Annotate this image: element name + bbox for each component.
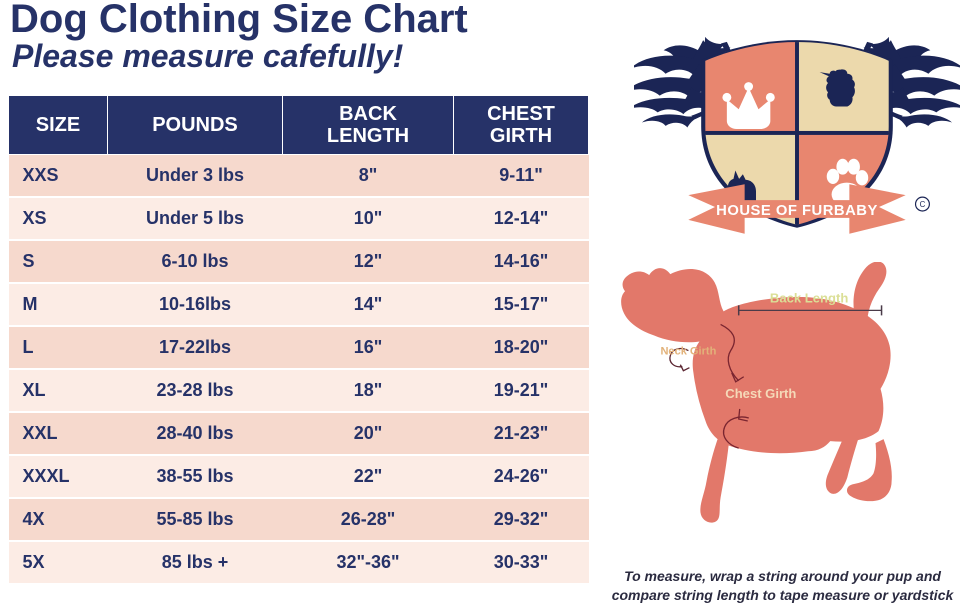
svg-text:Back Length: Back Length: [770, 290, 848, 305]
svg-text:C: C: [920, 200, 926, 209]
svg-text:Neck Girth: Neck Girth: [660, 346, 716, 358]
svg-text:HOUSE OF FURBABY: HOUSE OF FURBABY: [716, 203, 878, 219]
svg-text:Chest Girth: Chest Girth: [725, 386, 796, 401]
